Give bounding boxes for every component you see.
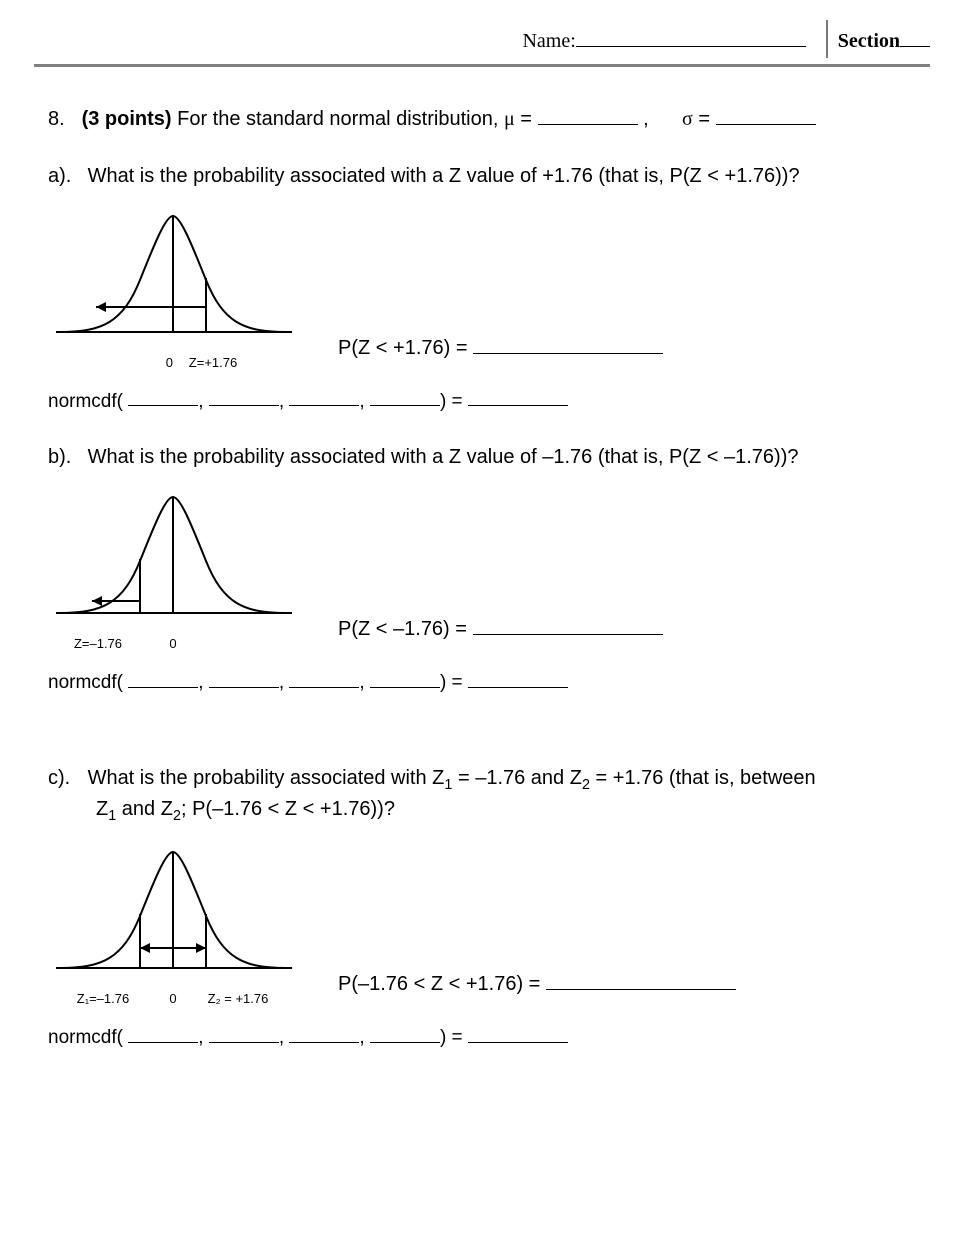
part-b-figure-row: Z=–1.76 0 P(Z < –1.76) = <box>48 483 916 653</box>
name-label: Name: <box>522 30 575 53</box>
part-b-xlabels: Z=–1.76 0 <box>48 635 298 653</box>
points-label: (3 points) <box>82 108 172 130</box>
question-number: 8. <box>48 106 76 133</box>
part-b-label: b). <box>48 444 82 471</box>
part-a-prob-blank[interactable] <box>473 332 663 354</box>
sigma-symbol: σ <box>682 108 693 130</box>
question-8: 8. (3 points) For the standard normal di… <box>48 103 916 133</box>
part-b-prob-blank[interactable] <box>473 613 663 635</box>
part-c-prob-blank[interactable] <box>546 968 736 990</box>
part-b-text: What is the probability associated with … <box>88 446 799 468</box>
equals-1: = <box>520 108 537 130</box>
part-a-prob-label: P(Z < +1.76) = <box>338 337 473 359</box>
part-c-text-1a: What is the probability associated with … <box>88 767 445 789</box>
section-blank[interactable] <box>900 25 930 47</box>
header-rule <box>34 64 930 67</box>
part-a-figure-row: 0 Z=+1.76 P(Z < +1.76) = <box>48 202 916 372</box>
part-b-chart: Z=–1.76 0 <box>48 483 298 653</box>
mu-blank[interactable] <box>538 103 638 125</box>
part-b-prob: P(Z < –1.76) = <box>298 613 663 653</box>
part-c-prob: P(–1.76 < Z < +1.76) = <box>298 968 736 1008</box>
question-prompt-1: For the standard normal distribution, <box>177 108 504 130</box>
part-c-label: c). <box>48 765 82 792</box>
part-c-chart: Z₁=–1.76 0 Z₂ = +1.76 <box>48 838 298 1008</box>
part-c: c). What is the probability associated w… <box>48 765 916 826</box>
section-field[interactable]: Section <box>838 25 930 53</box>
part-c-figure-row: Z₁=–1.76 0 Z₂ = +1.76 P(–1.76 < Z < +1.7… <box>48 838 916 1008</box>
mu-symbol: μ <box>504 108 515 130</box>
part-c-normcdf: normcdf( , , , ) = <box>48 1022 916 1051</box>
part-a-text: What is the probability associated with … <box>88 165 800 187</box>
name-field[interactable]: Name: <box>522 25 815 53</box>
part-b-normcdf: normcdf( , , , ) = <box>48 667 916 696</box>
part-a: a). What is the probability associated w… <box>48 163 916 190</box>
header-divider <box>826 20 828 58</box>
part-b: b). What is the probability associated w… <box>48 444 916 471</box>
part-a-xlabels: 0 Z=+1.76 <box>48 354 298 372</box>
name-blank[interactable] <box>576 25 806 47</box>
sigma-blank[interactable] <box>716 103 816 125</box>
part-a-prob: P(Z < +1.76) = <box>298 332 663 372</box>
part-a-normcdf: normcdf( , , , ) = <box>48 386 916 415</box>
part-a-chart: 0 Z=+1.76 <box>48 202 298 372</box>
part-b-prob-label: P(Z < –1.76) = <box>338 618 473 640</box>
part-a-label: a). <box>48 163 82 190</box>
part-c-xlabels: Z₁=–1.76 0 Z₂ = +1.76 <box>48 990 298 1008</box>
equals-2: = <box>698 108 715 130</box>
section-label: Section <box>838 30 900 53</box>
comma: , <box>643 108 649 130</box>
worksheet-header: Name: Section <box>34 20 930 58</box>
worksheet-body: 8. (3 points) For the standard normal di… <box>34 103 930 1050</box>
part-c-prob-label: P(–1.76 < Z < +1.76) = <box>338 973 546 995</box>
